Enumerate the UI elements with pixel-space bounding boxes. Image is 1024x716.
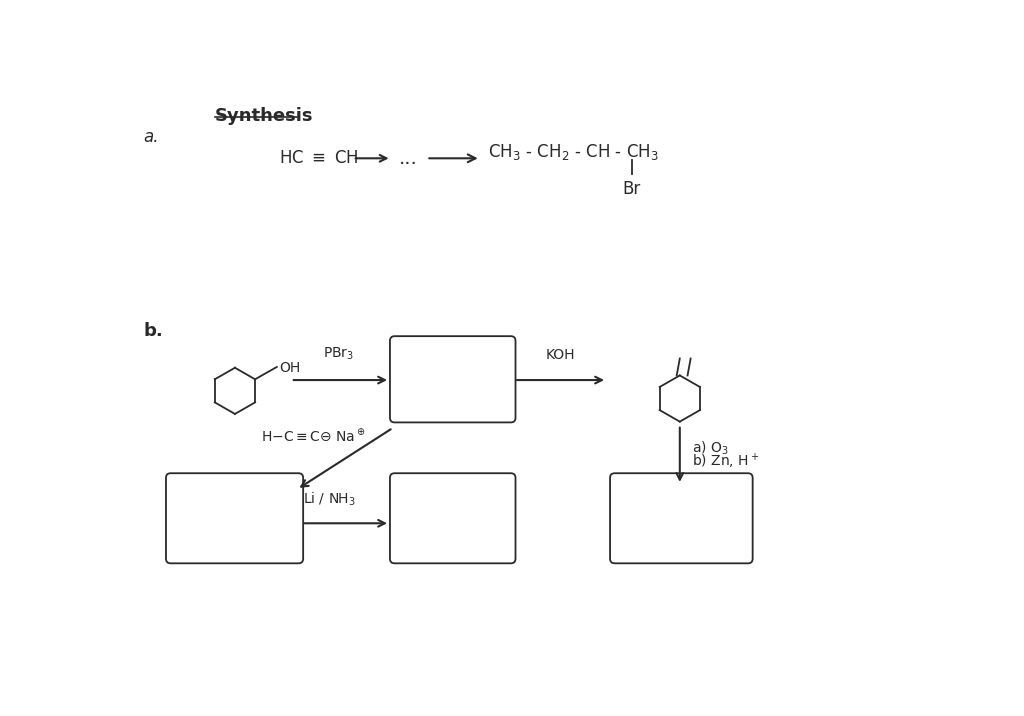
- FancyBboxPatch shape: [390, 473, 515, 563]
- Text: Br: Br: [623, 180, 641, 198]
- Text: a.: a.: [143, 127, 159, 145]
- FancyBboxPatch shape: [610, 473, 753, 563]
- Text: b) Zn, H$^+$: b) Zn, H$^+$: [692, 452, 760, 471]
- FancyBboxPatch shape: [390, 337, 515, 422]
- Text: CH$_3$ - CH$_2$ - CH - CH$_3$: CH$_3$ - CH$_2$ - CH - CH$_3$: [488, 142, 659, 162]
- Text: HC $\equiv$ CH: HC $\equiv$ CH: [280, 150, 358, 168]
- Text: Li / NH$_3$: Li / NH$_3$: [303, 490, 356, 508]
- Text: a) O$_3$: a) O$_3$: [692, 439, 729, 457]
- Text: OH: OH: [280, 361, 300, 374]
- Text: PBr$_3$: PBr$_3$: [324, 345, 354, 362]
- Text: KOH: KOH: [546, 347, 575, 362]
- Text: Synthesis: Synthesis: [215, 107, 313, 125]
- Text: ...: ...: [399, 149, 418, 168]
- FancyBboxPatch shape: [166, 473, 303, 563]
- Text: H$-$C$\equiv$C$\ominus$ Na$^\oplus$: H$-$C$\equiv$C$\ominus$ Na$^\oplus$: [261, 427, 366, 443]
- Text: b.: b.: [143, 321, 163, 339]
